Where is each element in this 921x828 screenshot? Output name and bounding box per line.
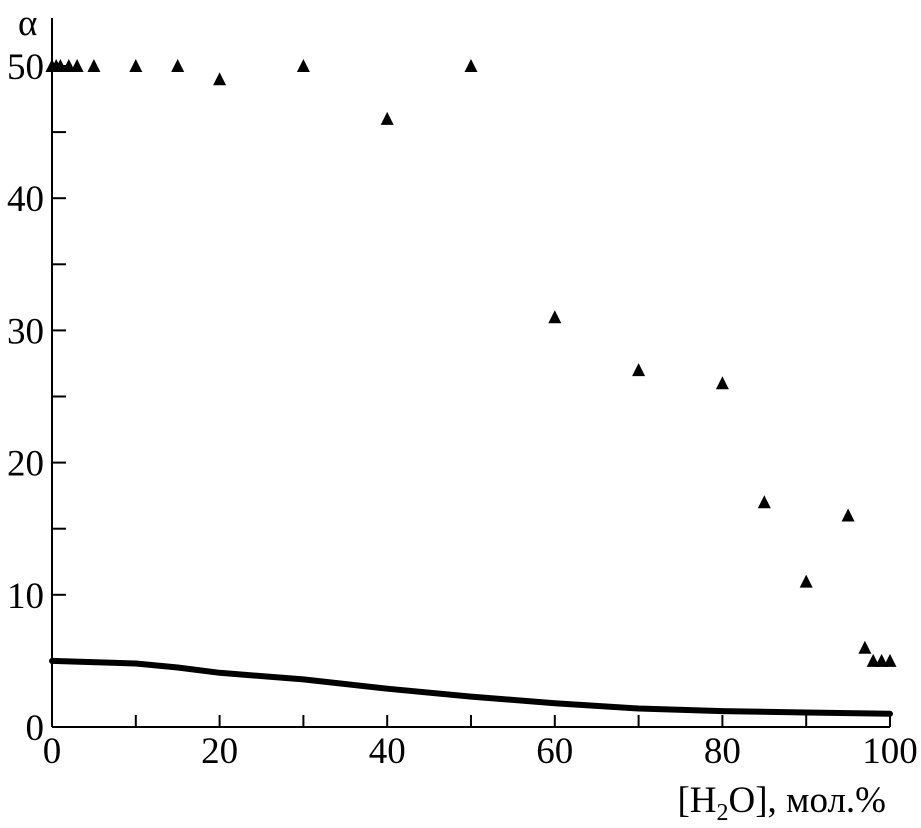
data-point-triangle xyxy=(296,59,310,72)
data-point-triangle xyxy=(632,363,646,377)
x-tick-label: 80 xyxy=(704,731,741,772)
x-tick-label: 0 xyxy=(43,731,62,772)
data-point-triangle xyxy=(213,72,227,86)
data-point-triangle xyxy=(866,653,880,667)
y-axis-label: α xyxy=(18,3,37,44)
tick-labels: 0 20 40 60 80 100 0 10 20 30 40 50 xyxy=(7,47,918,772)
data-point-triangle xyxy=(841,508,855,522)
x-tick-label: 20 xyxy=(201,731,238,772)
y-tick-label: 40 xyxy=(7,179,44,220)
data-point-triangle xyxy=(70,59,84,72)
series-line xyxy=(49,657,893,717)
x-tick-label: 40 xyxy=(369,731,406,772)
y-tick-label: 50 xyxy=(7,47,44,88)
data-point-triangle xyxy=(875,653,889,667)
data-point-triangle xyxy=(464,59,478,72)
data-point-triangle xyxy=(548,310,562,324)
x-axis-label-open: [H xyxy=(677,780,716,821)
series-layer xyxy=(45,59,897,717)
y-tick-label: 10 xyxy=(7,576,44,617)
data-point-triangle xyxy=(715,376,729,390)
data-point-triangle xyxy=(62,59,76,72)
data-point-triangle xyxy=(858,640,872,654)
data-point-triangle xyxy=(129,59,143,72)
data-point-triangle xyxy=(87,59,101,72)
x-axis-label: [H2O], мол.% xyxy=(677,780,886,826)
data-point-triangle xyxy=(799,574,813,588)
y-tick-label: 20 xyxy=(7,444,44,485)
x-tick-label: 60 xyxy=(536,731,573,772)
plot-frame xyxy=(51,18,890,728)
axis-ticks xyxy=(51,65,891,728)
y-tick-label: 30 xyxy=(7,311,44,352)
data-point-triangle xyxy=(53,59,67,72)
x-axis-label-close: O], мол.% xyxy=(728,780,886,821)
data-point-triangle xyxy=(883,653,897,667)
data-point-triangle xyxy=(171,59,185,72)
data-point-triangle xyxy=(757,495,771,509)
x-tick-label: 100 xyxy=(862,731,918,772)
x-axis-label-subscript: 2 xyxy=(716,800,728,826)
data-point-triangle xyxy=(380,111,394,125)
y-tick-label: 0 xyxy=(26,708,45,749)
